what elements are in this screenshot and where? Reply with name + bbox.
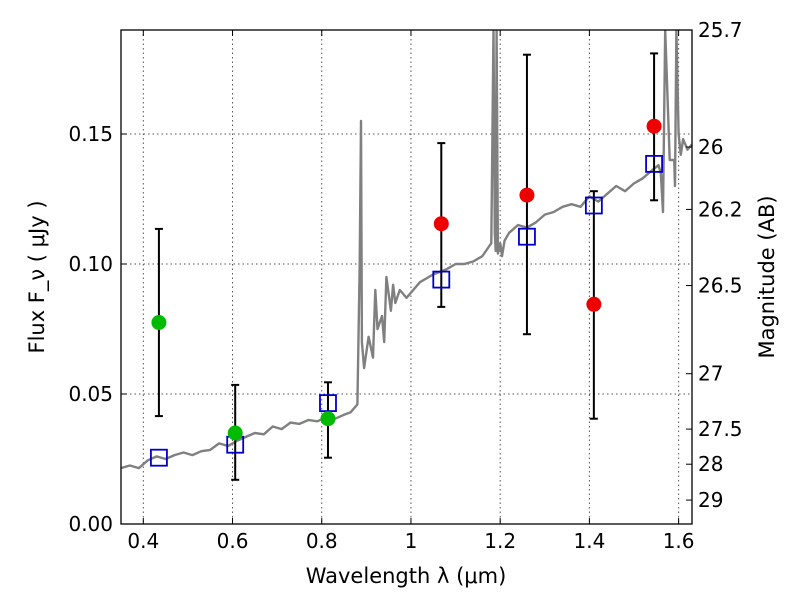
y-axis-label: Flux F_ν ( μJy ): [25, 200, 50, 353]
x-tick-label-0: 0.4: [127, 529, 159, 553]
axis-ticks: 0.4 0.6 0.8 1 1.2 1.4 1.6 0.00 0.05 0.10 0.15 25.7 2…: [68, 18, 742, 553]
mag-tick-label-2: 26.2: [698, 197, 743, 221]
plot-frame: [120, 29, 693, 525]
y-tick-label-0: 0.00: [68, 512, 113, 536]
model-square-5: [584, 196, 603, 215]
data-point-1-3: [646, 118, 662, 134]
x-tick-label-1: 0.6: [217, 529, 249, 553]
model-square-3: [432, 270, 451, 289]
data-point-1-0: [433, 216, 449, 232]
x-tick-label-4: 1.2: [484, 529, 516, 553]
y-tick-label-2: 0.10: [68, 252, 113, 276]
model-square-4: [518, 227, 536, 246]
x-tick-label-5: 1.4: [573, 529, 605, 553]
data-point-1-2: [586, 296, 602, 312]
mag-tick-label-0: 25.7: [698, 18, 743, 42]
y-tick-label-3: 0.15: [68, 122, 113, 146]
data-marks: [150, 52, 663, 481]
model-square-6: [645, 154, 663, 173]
x-tick-label-2: 0.8: [306, 529, 338, 553]
model-square-0: [150, 448, 168, 467]
x-axis-label: Wavelength λ (μm): [306, 564, 507, 588]
mag-tick-label-7: 29: [698, 488, 723, 512]
model-spectrum-layer: [121, 30, 692, 470]
data-point-0-2: [320, 411, 336, 427]
data-point-0-1: [227, 425, 243, 441]
x-tick-label-3: 1: [405, 529, 418, 553]
mag-tick-label-6: 28: [698, 452, 723, 476]
right-axis-label: Magnitude (AB): [755, 195, 779, 358]
model-square-2: [319, 394, 337, 413]
mag-tick-label-5: 27.5: [698, 417, 743, 441]
y-tick-label-1: 0.05: [68, 382, 113, 406]
mag-tick-label-3: 26.5: [698, 274, 743, 298]
x-tick-label-6: 1.6: [663, 529, 695, 553]
data-point-1-1: [519, 187, 535, 203]
data-point-0-0: [151, 315, 167, 330]
mag-tick-label-4: 27: [698, 362, 723, 386]
model-spectrum-line: [121, 30, 692, 470]
mag-tick-label-1: 26: [698, 135, 723, 159]
